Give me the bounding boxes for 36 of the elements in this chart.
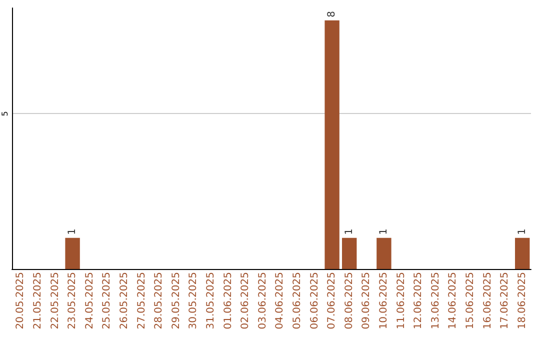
y-tick-label: 5	[0, 111, 10, 116]
x-tick-label: 14.06.2025	[448, 272, 459, 330]
x-tick-label: 25.05.2025	[102, 272, 113, 330]
x-tick-label: 24.05.2025	[84, 272, 96, 330]
x-tick-label: 15.06.2025	[464, 272, 476, 330]
x-tick-label: 16.06.2025	[482, 272, 494, 330]
x-tick-label: 06.06.2025	[309, 272, 320, 330]
data-label: 1	[516, 228, 528, 235]
x-tick-label: 31.05.2025	[205, 272, 216, 330]
x-tick-label: 03.06.2025	[257, 272, 268, 330]
x-tick-label: 09.06.2025	[361, 272, 372, 330]
data-label: 1	[67, 228, 78, 235]
x-tick-label: 18.06.2025	[516, 272, 528, 330]
x-tick-label: 12.06.2025	[413, 272, 424, 330]
x-tick-label: 04.06.2025	[274, 272, 286, 330]
x-tick-label: 28.05.2025	[154, 272, 165, 330]
x-tick-label: 10.06.2025	[378, 272, 390, 330]
x-tick-label: 29.05.2025	[170, 272, 182, 330]
x-tick-label: 13.06.2025	[430, 272, 442, 330]
x-tick-label: 05.06.2025	[292, 272, 303, 330]
x-tick-label: 23.05.2025	[67, 272, 78, 330]
x-tick-label: 11.06.2025	[396, 272, 407, 330]
x-tick-label: 21.05.2025	[32, 272, 44, 330]
data-label: 1	[378, 228, 390, 235]
x-tick-label: 02.06.2025	[240, 272, 252, 330]
data-label: 8	[326, 11, 338, 18]
data-label: 1	[344, 228, 355, 235]
x-tick-label: 17.06.2025	[500, 272, 511, 330]
x-tick-label: 22.05.2025	[50, 272, 61, 330]
x-tick-label: 08.06.2025	[344, 272, 355, 330]
x-tick-label: 27.05.2025	[136, 272, 148, 330]
x-tick-label: 07.06.2025	[326, 272, 338, 330]
x-tick-label: 20.05.2025	[15, 272, 26, 330]
x-tick-label: 26.05.2025	[118, 272, 130, 330]
x-tick-label: 01.06.2025	[222, 272, 234, 330]
x-tick-label: 30.05.2025	[188, 272, 200, 330]
